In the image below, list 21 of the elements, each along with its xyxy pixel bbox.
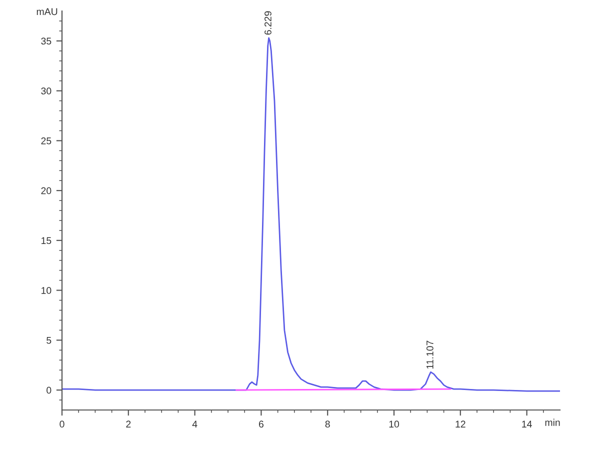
y-tick-label: 35 — [41, 38, 52, 45]
x-tick-label: 14 — [522, 420, 532, 428]
x-tick-label: 10 — [389, 420, 400, 428]
x-tick-label: 6 — [258, 420, 264, 428]
y-tick-label: 5 — [46, 337, 52, 344]
y-tick-label: 15 — [42, 237, 52, 244]
y-tick-label: 25 — [41, 137, 52, 144]
y-tick-label: 20 — [41, 187, 52, 194]
x-tick-label: 0 — [60, 420, 64, 428]
x-tick-label: 8 — [325, 420, 330, 428]
x-tick-label: 4 — [192, 420, 198, 428]
y-tick-label: 0 — [46, 386, 52, 394]
y-tick-label: 30 — [41, 88, 52, 94]
y-tick-label: 10 — [42, 287, 52, 294]
annotation: 11.107 — [426, 340, 434, 369]
line-series — [62, 37, 560, 392]
x-axis-title: min — [545, 418, 560, 426]
x-tick-label: 2 — [126, 420, 131, 428]
annotation: 6.229 — [264, 11, 272, 35]
y-axis-title: mAU — [36, 8, 58, 16]
x-tick-label: 12 — [456, 420, 466, 428]
